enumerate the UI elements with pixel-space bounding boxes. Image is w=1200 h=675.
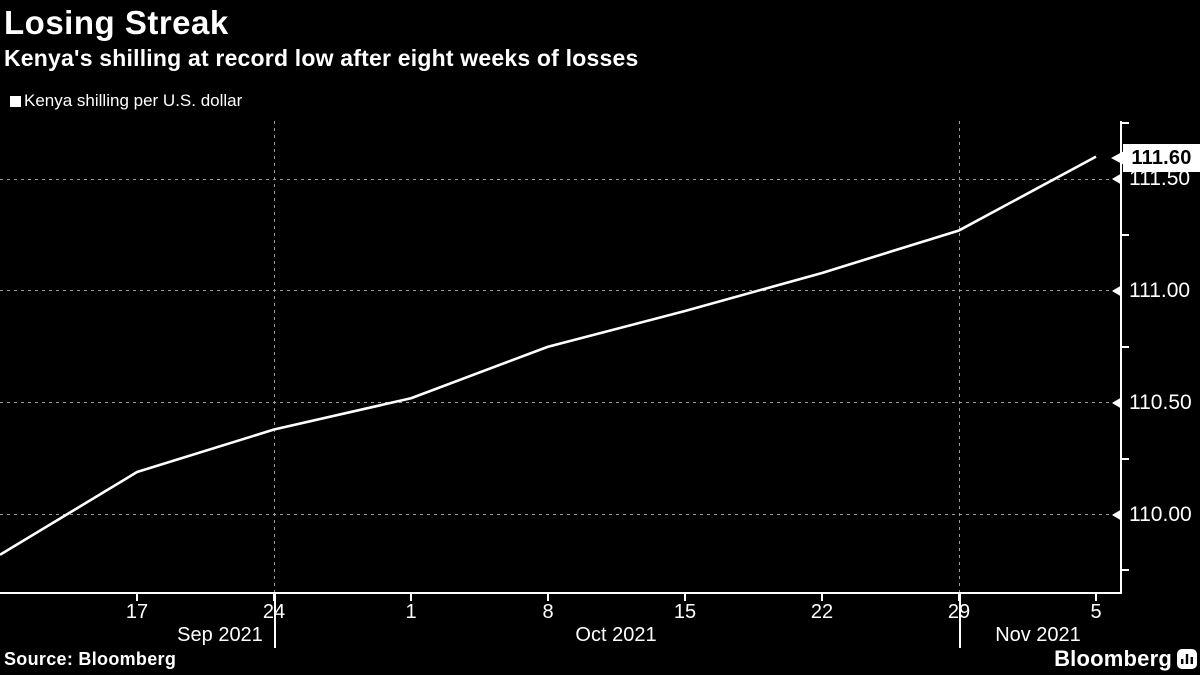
x-axis-month-label: Sep 2021 [177, 624, 263, 646]
gridline-horizontal [0, 514, 1121, 516]
month-separator [959, 594, 961, 648]
y-axis-minor-tick [1120, 233, 1129, 236]
x-axis-tick [410, 593, 412, 601]
x-axis-tick [958, 593, 960, 601]
x-axis-line [0, 592, 1122, 594]
x-axis-tick [273, 593, 275, 601]
x-axis-tick-label: 15 [673, 601, 697, 623]
gridline-horizontal [0, 178, 1121, 180]
gridline-vertical [274, 118, 275, 593]
y-axis-minor-tick [1120, 345, 1129, 348]
chart-subtitle: Kenya's shilling at record low after eig… [4, 45, 639, 71]
y-axis-minor-tick [1120, 457, 1129, 460]
legend: Kenya shilling per U.S. dollar [10, 91, 242, 111]
gridline-vertical [959, 118, 960, 593]
y-axis-minor-tick [1120, 569, 1129, 572]
x-axis-tick-label: 8 [542, 601, 554, 623]
y-axis-tick-label: 111.50 [1129, 167, 1191, 190]
x-axis-tick [821, 593, 823, 601]
x-axis-tick [547, 593, 549, 601]
y-axis-tick-label: 110.50 [1129, 390, 1192, 414]
x-axis-tick-label: 24 [262, 601, 286, 623]
bloomberg-chart-icon [1177, 649, 1197, 669]
x-axis-tick-label: 1 [405, 601, 417, 623]
y-axis-major-tick-icon [1112, 508, 1122, 521]
price-line [0, 155, 1097, 556]
gridline-horizontal [0, 402, 1121, 404]
x-axis-tick [1095, 593, 1097, 601]
source-note: Source: Bloomberg [4, 649, 177, 669]
legend-swatch-icon [10, 95, 21, 107]
x-axis-month-label: Nov 2021 [995, 624, 1081, 646]
x-axis-tick-label: 22 [810, 601, 834, 623]
x-axis-tick-label: 17 [125, 601, 149, 623]
x-axis-tick [136, 593, 138, 601]
y-axis-minor-tick [1120, 122, 1129, 125]
last-value-callout-arrow-icon [1111, 151, 1124, 165]
last-value-callout: 111.60 [1123, 144, 1200, 172]
y-axis-major-tick-icon [1112, 173, 1122, 185]
y-axis-major-tick-icon [1112, 396, 1122, 409]
gridline-horizontal [0, 290, 1121, 292]
y-axis-tick-label: 110.00 [1129, 502, 1192, 526]
x-axis-tick-label: 5 [1090, 601, 1102, 623]
bloomberg-logo: Bloomberg [1054, 646, 1197, 672]
y-axis-tick-label: 111.00 [1129, 278, 1191, 302]
x-axis-tick-label: 29 [947, 601, 971, 623]
chart-title: Losing Streak [4, 4, 229, 41]
y-axis-line [1120, 121, 1122, 594]
y-axis-major-tick-icon [1112, 284, 1122, 297]
bloomberg-wordmark: Bloomberg [1054, 646, 1172, 671]
month-separator [274, 594, 276, 648]
x-axis-tick [684, 593, 686, 601]
legend-label: Kenya shilling per U.S. dollar [24, 91, 243, 110]
x-axis-month-label: Oct 2021 [575, 624, 657, 646]
